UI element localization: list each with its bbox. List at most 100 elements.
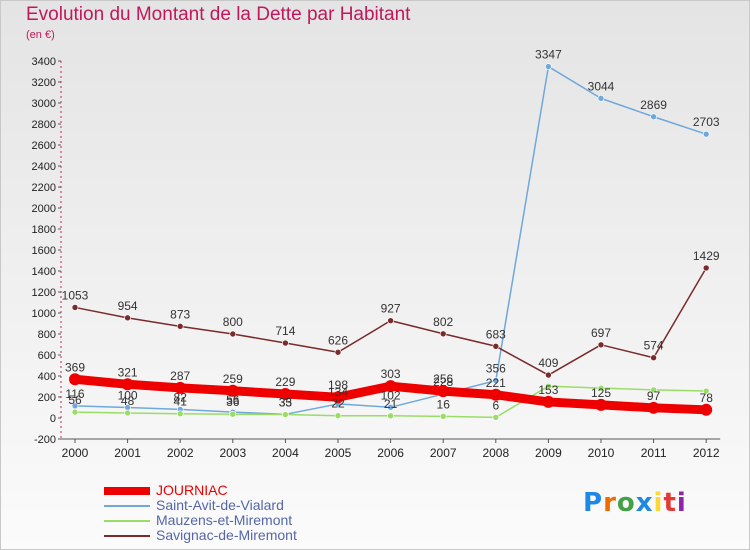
data-label: 927: [381, 302, 401, 316]
data-label: 82: [174, 390, 188, 404]
data-point: [489, 388, 502, 401]
legend-label: Saint-Avit-de-Vialard: [156, 497, 284, 513]
y-tick-label: 2400: [32, 161, 56, 173]
data-point: [121, 378, 134, 391]
data-point: [439, 330, 447, 338]
data-label: 369: [65, 360, 85, 374]
data-point: [387, 412, 394, 420]
logo-letter: P: [583, 488, 604, 518]
data-label: 303: [381, 367, 401, 381]
logo-letter: t: [663, 488, 677, 518]
data-point: [71, 304, 79, 311]
x-tick-label: 2010: [588, 446, 615, 460]
data-label: 409: [538, 356, 558, 370]
y-tick-label: 1600: [32, 245, 56, 257]
data-label: 802: [433, 315, 453, 329]
data-label: 1429: [693, 249, 720, 263]
data-point: [226, 384, 239, 397]
data-label: 100: [118, 389, 138, 403]
data-label: 3347: [535, 48, 562, 62]
data-point: [542, 395, 555, 408]
y-tick-label: -200: [34, 434, 56, 446]
x-tick-label: 2011: [641, 446, 667, 460]
x-tick-label: 2004: [272, 446, 299, 460]
data-point: [332, 391, 344, 404]
data-point: [439, 413, 447, 420]
data-label: 16: [437, 397, 451, 411]
data-point: [650, 386, 657, 394]
y-tick-label: 200: [38, 392, 56, 404]
x-tick-label: 2001: [114, 446, 141, 460]
data-point: [124, 409, 131, 417]
data-label: 48: [121, 394, 135, 408]
data-point: [492, 377, 500, 384]
data-point: [279, 387, 292, 400]
data-point: [229, 410, 237, 418]
y-tick-label: 2800: [32, 119, 56, 131]
data-point: [229, 330, 237, 338]
data-label: 78: [700, 391, 714, 405]
data-label: 134: [328, 385, 348, 399]
data-label: 697: [591, 326, 611, 340]
data-label: 21: [384, 397, 398, 411]
legend-label: JOURNIAC: [156, 482, 228, 498]
y-tick-label: 2200: [32, 182, 56, 194]
y-tick-label: 2000: [32, 203, 56, 215]
data-label: 229: [275, 375, 295, 389]
data-point: [595, 398, 607, 411]
x-tick-label: 2000: [62, 446, 89, 460]
y-tick-label: 1400: [32, 266, 56, 278]
data-label: 714: [275, 324, 295, 338]
data-point: [545, 382, 552, 390]
logo-letter: r: [603, 488, 617, 518]
data-label: 2703: [693, 115, 720, 129]
data-label: 954: [118, 299, 138, 313]
data-label: 574: [644, 339, 664, 353]
data-point: [387, 403, 394, 411]
chart-subtitle: (en €): [26, 29, 55, 41]
data-label: 198: [328, 378, 348, 392]
data-label: 116: [65, 387, 84, 401]
data-point: [492, 414, 500, 421]
x-tick-label: 2009: [535, 446, 562, 460]
data-point: [174, 381, 187, 394]
data-label: 287: [170, 369, 190, 383]
data-label: 1053: [62, 288, 89, 302]
logo-letter: o: [616, 488, 636, 518]
proxiti-logo: Proxiti: [583, 488, 687, 518]
x-tick-label: 2003: [219, 446, 246, 460]
data-point: [176, 410, 184, 417]
data-label: 873: [170, 307, 190, 321]
data-label: 259: [223, 372, 243, 386]
data-label: 22: [331, 397, 345, 411]
data-label: 125: [591, 386, 611, 400]
data-point: [69, 373, 81, 386]
data-point: [124, 314, 131, 322]
y-tick-label: 600: [38, 350, 56, 362]
legend-label: Mauzens-et-Miremont: [156, 512, 293, 528]
data-label: 683: [486, 327, 506, 341]
y-tick-label: 2600: [32, 140, 56, 152]
x-tick-label: 2007: [430, 446, 457, 460]
data-point: [702, 130, 710, 138]
x-tick-label: 2012: [693, 446, 720, 460]
data-point: [282, 411, 289, 418]
logo-letter: x: [635, 488, 654, 518]
data-label: 56: [68, 393, 82, 407]
x-tick-label: 2006: [377, 446, 404, 460]
series-line-saint-avit-de-vialard: [74, 65, 707, 416]
y-tick-label: 1000: [32, 308, 56, 320]
data-label: 97: [647, 389, 661, 403]
data-point: [597, 95, 605, 102]
data-point: [702, 264, 710, 272]
legend-swatch: [104, 487, 150, 495]
legend-swatch: [104, 520, 150, 522]
data-point: [176, 323, 184, 330]
logo-letter: i: [676, 488, 687, 518]
logo-letter: i: [653, 488, 664, 518]
legend-label: Savignac-de-Miremont: [156, 527, 297, 543]
data-label: 102: [381, 388, 401, 402]
y-tick-label: 1200: [32, 287, 56, 299]
data-label: 2869: [640, 98, 667, 112]
data-point: [71, 408, 79, 416]
